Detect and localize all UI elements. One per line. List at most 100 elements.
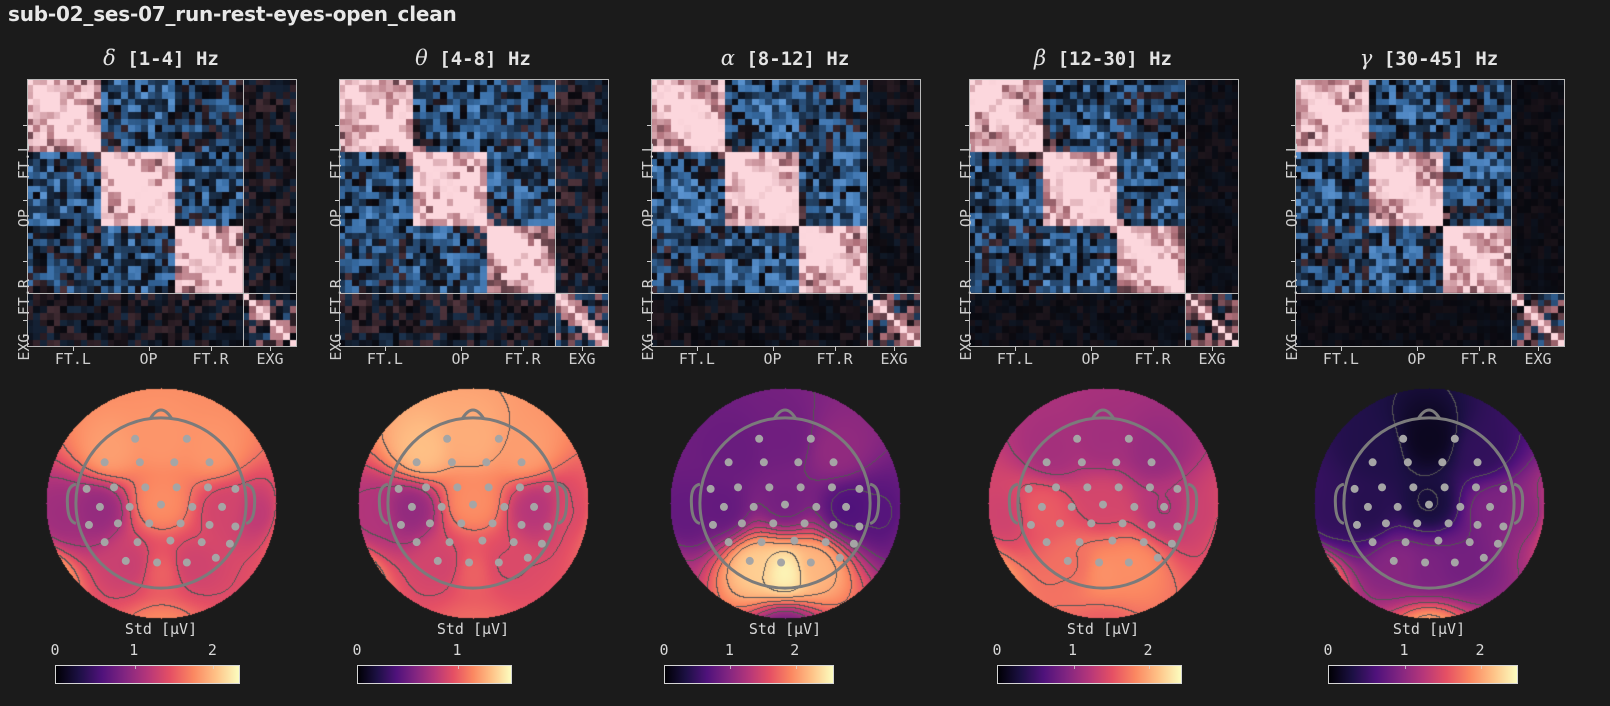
sensor-marker[interactable] (500, 502, 509, 511)
sensor-marker[interactable] (765, 483, 774, 492)
sensor-marker[interactable] (1479, 553, 1488, 562)
sensor-marker[interactable] (1124, 434, 1133, 443)
sensor-marker[interactable] (205, 520, 214, 529)
scalp-topomap[interactable] (970, 386, 1236, 620)
sensor-marker[interactable] (494, 558, 503, 567)
sensor-marker[interactable] (1450, 434, 1459, 443)
sensor-marker[interactable] (827, 483, 836, 492)
sensor-marker[interactable] (1450, 558, 1459, 567)
sensor-marker[interactable] (145, 519, 154, 528)
sensor-marker[interactable] (1393, 502, 1402, 511)
colorbar[interactable] (1328, 665, 1518, 684)
sensor-marker[interactable] (734, 483, 743, 492)
sensor-marker[interactable] (1063, 556, 1072, 565)
sensor-marker[interactable] (1073, 434, 1082, 443)
sensor-marker[interactable] (1465, 538, 1474, 547)
sensor-marker[interactable] (1471, 483, 1480, 492)
sensor-marker[interactable] (1413, 519, 1422, 528)
sensor-marker[interactable] (745, 556, 754, 565)
sensor-marker[interactable] (543, 484, 552, 493)
sensor-marker[interactable] (407, 502, 416, 511)
sensor-marker[interactable] (719, 502, 728, 511)
sensor-marker[interactable] (121, 556, 130, 565)
sensor-marker[interactable] (1037, 502, 1046, 511)
sensor-marker[interactable] (1153, 553, 1162, 562)
sensor-marker[interactable] (759, 458, 768, 467)
sensor-marker[interactable] (1421, 558, 1430, 567)
sensor-marker[interactable] (1444, 519, 1453, 528)
colorbar[interactable] (357, 665, 512, 684)
scalp-topomap[interactable] (652, 386, 918, 620)
sensor-marker[interactable] (84, 520, 93, 529)
sensor-marker[interactable] (1352, 520, 1361, 529)
sensor-marker[interactable] (1499, 484, 1508, 493)
sensor-marker[interactable] (225, 539, 234, 548)
sensor-marker[interactable] (1438, 458, 1447, 467)
sensor-marker[interactable] (1075, 538, 1084, 547)
sensor-marker[interactable] (517, 520, 526, 529)
sensor-marker[interactable] (1067, 502, 1076, 511)
sensor-marker[interactable] (829, 458, 838, 467)
connectivity-matrix[interactable] (965, 79, 1239, 351)
sensor-marker[interactable] (1147, 520, 1156, 529)
sensor-marker[interactable] (781, 500, 789, 509)
connectivity-matrix[interactable] (23, 79, 297, 351)
sensor-marker[interactable] (1399, 434, 1408, 443)
sensor-marker[interactable] (135, 458, 144, 467)
sensor-marker[interactable] (821, 538, 830, 547)
sensor-marker[interactable] (835, 553, 844, 562)
sensor-marker[interactable] (1083, 483, 1092, 492)
sensor-marker[interactable] (445, 538, 454, 547)
sensor-marker[interactable] (482, 458, 491, 467)
sensor-marker[interactable] (1147, 458, 1156, 467)
sensor-marker[interactable] (125, 502, 134, 511)
sensor-marker[interactable] (133, 538, 142, 547)
sensor-marker[interactable] (100, 458, 109, 467)
sensor-marker[interactable] (205, 458, 214, 467)
sensor-marker[interactable] (231, 484, 240, 493)
sensor-marker[interactable] (188, 502, 197, 511)
sensor-marker[interactable] (755, 434, 764, 443)
sensor-marker[interactable] (1389, 556, 1398, 565)
sensor-marker[interactable] (855, 522, 864, 531)
sensor-marker[interactable] (1350, 484, 1359, 493)
sensor-marker[interactable] (800, 519, 809, 528)
scalp-topomap[interactable] (340, 386, 606, 620)
sensor-marker[interactable] (396, 520, 405, 529)
scalp-topomap[interactable] (28, 386, 294, 620)
sensor-marker[interactable] (211, 553, 220, 562)
sensor-marker[interactable] (157, 500, 165, 509)
sensor-marker[interactable] (509, 538, 518, 547)
sensor-marker[interactable] (749, 502, 758, 511)
sensor-marker[interactable] (422, 483, 431, 492)
sensor-marker[interactable] (425, 519, 434, 528)
sensor-marker[interactable] (1368, 458, 1377, 467)
sensor-marker[interactable] (1473, 520, 1482, 529)
colorbar[interactable] (997, 665, 1182, 684)
sensor-marker[interactable] (543, 522, 552, 531)
sensor-marker[interactable] (1099, 500, 1107, 509)
sensor-marker[interactable] (1425, 500, 1433, 509)
sensor-marker[interactable] (95, 502, 104, 511)
colorbar[interactable] (55, 665, 240, 684)
sensor-marker[interactable] (218, 502, 227, 511)
sensor-marker[interactable] (1095, 558, 1104, 567)
sensor-marker[interactable] (523, 553, 532, 562)
sensor-marker[interactable] (1378, 483, 1387, 492)
sensor-marker[interactable] (1145, 483, 1154, 492)
connectivity-matrix[interactable] (335, 79, 609, 351)
sensor-marker[interactable] (170, 458, 179, 467)
sensor-marker[interactable] (1473, 458, 1482, 467)
sensor-marker[interactable] (530, 502, 539, 511)
colorbar[interactable] (664, 665, 834, 684)
sensor-marker[interactable] (849, 539, 858, 548)
matrix-heatmap[interactable] (339, 79, 609, 347)
sensor-marker[interactable] (1055, 519, 1064, 528)
scalp-topomap[interactable] (1296, 386, 1562, 620)
sensor-marker[interactable] (437, 502, 446, 511)
sensor-marker[interactable] (855, 484, 864, 493)
sensor-marker[interactable] (176, 519, 185, 528)
sensor-marker[interactable] (443, 434, 452, 443)
sensor-marker[interactable] (806, 558, 815, 567)
sensor-marker[interactable] (1042, 458, 1051, 467)
